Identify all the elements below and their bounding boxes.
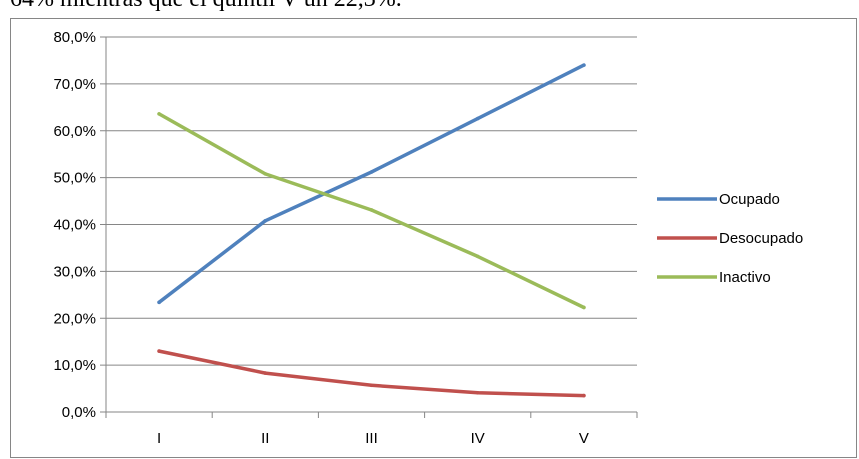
x-tick-label: III — [365, 430, 378, 447]
x-tick-label: V — [579, 430, 589, 447]
legend-label-inactivo: Inactivo — [719, 269, 771, 286]
y-tick-label: 40,0% — [53, 217, 96, 234]
caption-text: 64% mientras que el quintil V un 22,3%. — [10, 0, 402, 13]
y-tick-label: 20,0% — [53, 310, 96, 327]
y-tick-label: 50,0% — [53, 170, 96, 187]
data-point — [475, 116, 480, 121]
legend: Ocupado Desocupado Inactivo — [657, 191, 803, 286]
y-tick-label: 30,0% — [53, 263, 96, 280]
data-point — [157, 300, 161, 305]
data-point — [369, 383, 374, 388]
data-point — [263, 172, 268, 176]
y-tick-label: 70,0% — [53, 76, 96, 93]
x-axis-ticks: I II III IV V — [105, 412, 638, 447]
data-point — [369, 170, 374, 174]
data-point — [582, 305, 586, 310]
x-tick-label: I — [157, 430, 161, 447]
data-point — [475, 254, 480, 259]
data-point — [157, 349, 161, 353]
series-line-desocupado — [157, 349, 586, 398]
data-point — [475, 390, 480, 395]
data-point — [157, 112, 161, 116]
y-tick-label: 80,0% — [53, 29, 96, 46]
series-line-ocupado — [157, 63, 586, 305]
x-tick-label: II — [261, 430, 269, 447]
legend-label-ocupado: Ocupado — [719, 191, 780, 208]
series-lines — [157, 63, 586, 398]
data-point — [582, 393, 586, 398]
y-tick-label: 60,0% — [53, 123, 96, 140]
y-tick-label: 0,0% — [62, 404, 96, 421]
data-point — [369, 208, 374, 212]
line-chart: 0,0% 10,0% 20,0% 30,0% 40,0% 50,0% 60,0% 70,0% 8… — [53, 29, 803, 447]
x-tick-label: IV — [471, 430, 485, 447]
grid-lines — [106, 36, 637, 366]
chart-frame: 0,0% 10,0% 20,0% 30,0% 40,0% 50,0% 60,0% 70,0% 8… — [10, 18, 857, 458]
y-axis-ticks: 0,0% 10,0% 20,0% 30,0% 40,0% 50,0% 60,0% 70,0% 8… — [53, 29, 106, 421]
legend-label-desocupado: Desocupado — [719, 230, 803, 247]
y-tick-label: 10,0% — [53, 357, 96, 374]
data-point — [582, 63, 586, 67]
data-point — [263, 371, 268, 375]
data-point — [263, 218, 268, 223]
